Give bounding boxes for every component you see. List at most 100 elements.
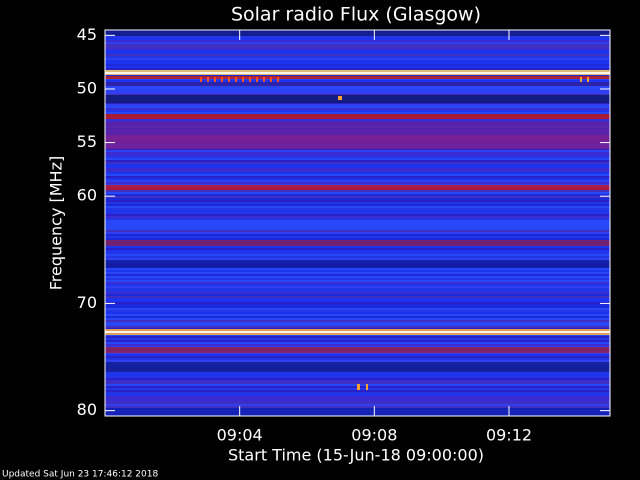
spectrum-row xyxy=(105,150,610,152)
spectrogram-image xyxy=(105,30,610,416)
spectrum-row xyxy=(105,80,610,82)
spectrum-row xyxy=(105,190,610,192)
spectrum-row xyxy=(105,298,610,300)
spectrum-row xyxy=(105,398,610,400)
spectrum-row xyxy=(105,378,610,380)
spectrum-band xyxy=(105,260,610,268)
spectrum-band xyxy=(105,82,610,86)
spectrum-band xyxy=(105,347,610,353)
spectrum-row xyxy=(105,406,610,408)
spectrum-row xyxy=(105,292,610,294)
spectrum-row xyxy=(105,336,610,338)
spectrum-row xyxy=(105,154,610,156)
spike xyxy=(366,384,368,390)
y-tick-label: 60 xyxy=(77,186,97,205)
y-tick-label: 45 xyxy=(77,25,97,44)
spectrum-row xyxy=(105,380,610,382)
spectrum-row xyxy=(105,234,610,236)
spectrum-band xyxy=(105,362,610,372)
spectrum-row xyxy=(105,236,610,238)
spectrum-row xyxy=(105,230,610,232)
spectrum-row xyxy=(105,400,610,402)
spectrum-row xyxy=(105,312,610,314)
spectrum-row xyxy=(105,360,610,362)
spectrum-row xyxy=(105,40,610,42)
spike xyxy=(235,77,237,82)
spectrum-row xyxy=(105,274,610,276)
spectrum-row xyxy=(105,300,610,302)
spectrum-row xyxy=(105,222,610,224)
spectrum-row xyxy=(105,206,610,208)
spectrum-band xyxy=(105,95,610,103)
spectrum-band xyxy=(105,331,610,333)
spectrum-row xyxy=(105,44,610,46)
spectrum-row xyxy=(105,314,610,316)
spectrum-row xyxy=(105,294,610,296)
spectrum-row xyxy=(105,276,610,278)
spectrum-row xyxy=(105,68,610,70)
spectrum-row xyxy=(105,200,610,202)
spectrum-band xyxy=(105,72,610,74)
spectrum-row xyxy=(105,372,610,374)
spike xyxy=(249,77,251,82)
spectrum-row xyxy=(105,38,610,40)
spectrum-row xyxy=(105,160,610,162)
spectrum-row xyxy=(105,302,610,304)
spectrum-row xyxy=(105,342,610,344)
spectrum-row xyxy=(105,326,610,328)
spectrum-row xyxy=(105,204,610,206)
spectrum-band xyxy=(105,135,610,149)
spectrum-band xyxy=(105,114,610,119)
spectrum-row xyxy=(105,248,610,250)
y-tick-label: 55 xyxy=(77,132,97,151)
spectrum-row xyxy=(105,58,610,60)
spectrum-row xyxy=(105,92,610,94)
x-tick-label: 09:04 xyxy=(217,426,263,445)
spectrum-row xyxy=(105,250,610,252)
spectrum-row xyxy=(105,344,610,346)
spectrum-row xyxy=(105,210,610,212)
spectrum-row xyxy=(105,196,610,198)
spectrum-row xyxy=(105,166,610,168)
spectrum-row xyxy=(105,246,610,248)
spectrum-row xyxy=(105,402,610,404)
spectrum-row xyxy=(105,170,610,172)
spectrum-row xyxy=(105,50,610,52)
spectrum-row xyxy=(105,258,610,260)
spectrum-row xyxy=(105,272,610,274)
spectrum-row xyxy=(105,340,610,342)
x-axis-label: Start Time (15-Jun-18 09:00:00) xyxy=(228,446,484,465)
spectrum-row xyxy=(105,214,610,216)
spike xyxy=(200,77,202,82)
spike xyxy=(221,77,223,82)
spectrum-row xyxy=(105,212,610,214)
spectrum-row xyxy=(105,382,610,384)
spectrum-row xyxy=(105,62,610,64)
spectrum-row xyxy=(105,310,610,312)
spectrum-row xyxy=(105,54,610,56)
spectrum-row xyxy=(105,46,610,48)
spectrum-row xyxy=(105,268,610,270)
spectrum-row xyxy=(105,324,610,326)
spectrum-row xyxy=(105,304,610,306)
spectrum-row xyxy=(105,104,610,106)
spectrum-row xyxy=(105,110,610,112)
spectrum-band xyxy=(105,30,610,36)
spectrum-row xyxy=(105,318,610,320)
spectrum-row xyxy=(105,394,610,396)
spectrum-row xyxy=(105,232,610,234)
chart-title: Solar radio Flux (Glasgow) xyxy=(231,4,481,26)
spectrum-row xyxy=(105,286,610,288)
spike xyxy=(228,77,230,82)
spectrum-row xyxy=(105,238,610,240)
spectrum-row xyxy=(105,280,610,282)
spectrum-row xyxy=(105,322,610,324)
spectrum-row xyxy=(105,158,610,160)
spectrum-band xyxy=(105,76,610,79)
spectrum-row xyxy=(105,164,610,166)
spectrum-row xyxy=(105,120,610,122)
y-tick-label: 70 xyxy=(77,293,97,312)
spectrum-row xyxy=(105,48,610,50)
spectrum-row xyxy=(105,208,610,210)
spectrum-row xyxy=(105,182,610,184)
